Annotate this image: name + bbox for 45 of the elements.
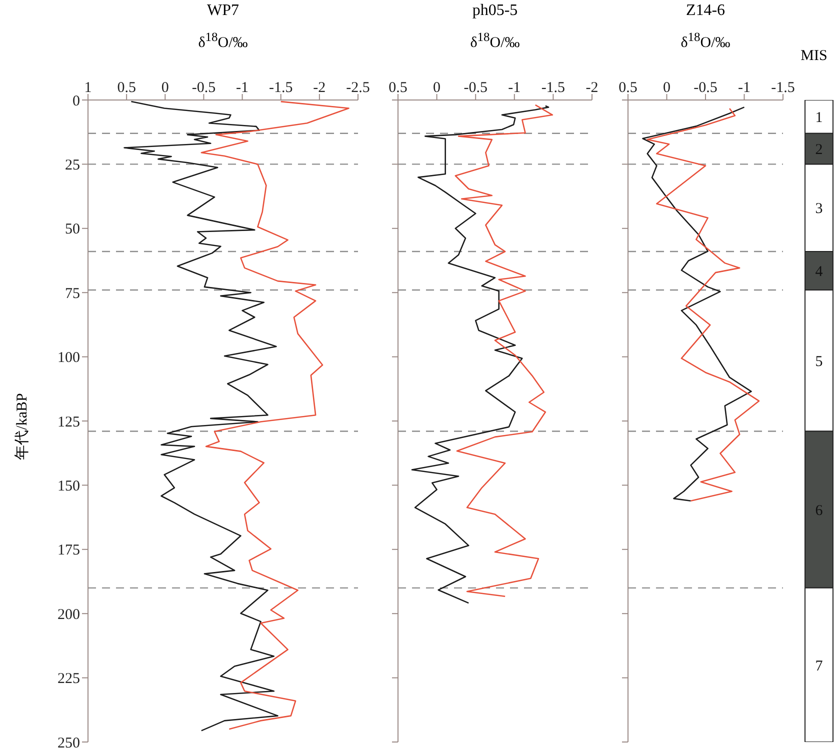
x-tick-label: 1: [84, 80, 92, 96]
x-tick-label: -1.5: [541, 80, 566, 96]
chart-title: Z14-6: [684, 2, 726, 20]
x-tick-label: 0.5: [618, 80, 638, 96]
series-label: 2: [815, 142, 823, 158]
x-tick-label: 0.5: [388, 80, 408, 96]
y-tick-label: 125: [58, 414, 80, 430]
x-tick-label: -1.5: [771, 80, 795, 96]
y-tick-label: 250: [58, 735, 80, 752]
x-tick-label: -2: [313, 80, 326, 96]
x-tick-label: 0: [433, 80, 441, 96]
x-axis-title: δ$^{18}$O/‰: [680, 30, 732, 52]
x-tick-label: -0.5: [192, 80, 216, 96]
x-tick-label: -0.5: [694, 80, 718, 96]
y-tick-label: 50: [65, 222, 80, 238]
y-tick-label: 25: [65, 158, 80, 174]
x-tick-label: 0: [663, 80, 670, 96]
y-tick-label: 225: [58, 671, 80, 688]
y-tick-label: 150: [58, 478, 80, 495]
y-tick-label: 175: [58, 542, 80, 559]
chart-title: ph05-5: [471, 2, 519, 20]
chart-title: MIS: [800, 48, 828, 65]
x-tick-label: -2.5: [346, 80, 370, 96]
x-tick-label: -0.5: [464, 80, 488, 96]
y-axis-title: 年代/kaBP: [14, 392, 32, 462]
y-tick-label: 200: [58, 606, 80, 623]
series-label: 3: [815, 201, 823, 218]
series-label: 6: [815, 502, 824, 519]
x-axis-title: δ$^{18}$O/‰: [197, 30, 249, 52]
x-tick-label: 0: [161, 80, 169, 96]
y-tick-label: 0: [72, 93, 80, 110]
series-label: 1: [815, 110, 823, 126]
series-label: 7: [815, 658, 824, 674]
y-tick-label: 100: [58, 350, 80, 366]
x-tick-label: -1: [508, 80, 521, 96]
series-label: 5: [815, 354, 823, 370]
x-tick-label: -1: [236, 80, 249, 96]
x-tick-label: 0.5: [117, 80, 136, 96]
x-tick-label: -1.5: [268, 80, 293, 96]
x-axis-title: δ$^{18}$O/‰: [469, 30, 521, 52]
x-tick-label: -1: [738, 80, 750, 96]
chart-title: WP7: [206, 2, 240, 20]
x-tick-label: -2: [586, 80, 598, 96]
y-tick-label: 75: [65, 286, 80, 302]
series-label: 4: [815, 264, 824, 280]
